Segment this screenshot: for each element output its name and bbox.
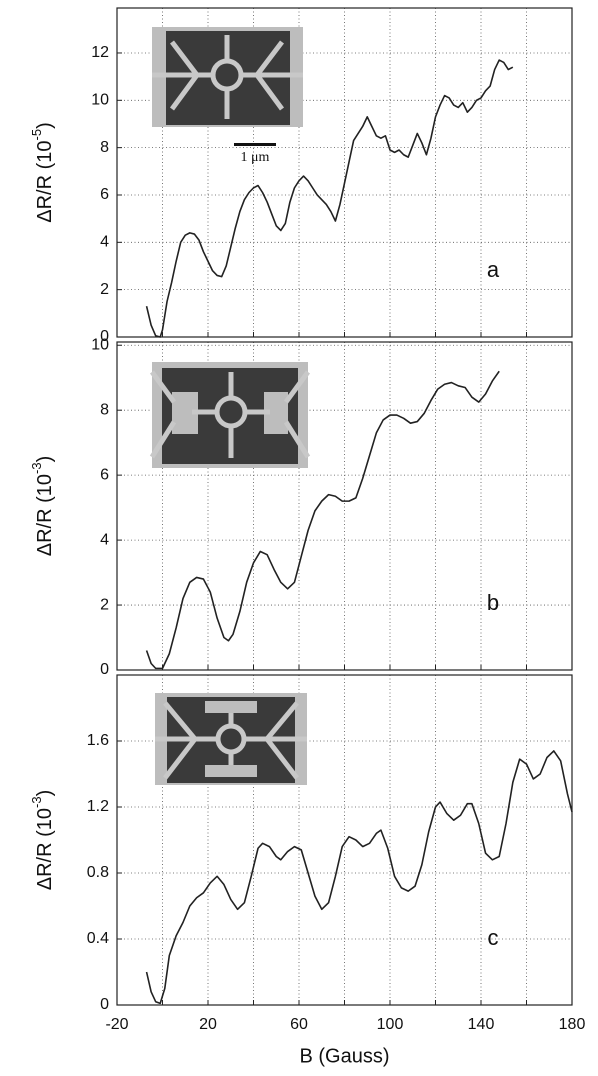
data-line bbox=[145, 750, 573, 1005]
panel-label: c bbox=[488, 925, 499, 950]
panel: 0 0.4 0.8 1.2 1.6 -20 20 60 100 140 180 c ΔR/R (10-3… bbox=[29, 674, 586, 1067]
insets bbox=[149, 27, 311, 785]
y-tick-label: 0.8 bbox=[87, 864, 109, 881]
x-axis-label: B (Gauss) bbox=[299, 1045, 389, 1067]
data-line bbox=[145, 370, 500, 670]
y-tick-label: 0 bbox=[100, 661, 109, 678]
y-tick-label: 4 bbox=[100, 234, 109, 251]
plot-frame bbox=[116, 7, 573, 338]
x-tick-label: 180 bbox=[559, 1016, 586, 1033]
inset-a bbox=[152, 27, 303, 127]
y-tick-label: 8 bbox=[100, 139, 109, 156]
y-tick-label: 12 bbox=[91, 44, 109, 61]
x-tick-label: -20 bbox=[105, 1016, 128, 1033]
y-label-exponent: -5 bbox=[29, 129, 44, 141]
x-tick-label: 60 bbox=[290, 1016, 308, 1033]
x-tick-label: 20 bbox=[199, 1016, 217, 1033]
y-axis-label: ΔR/R (10-3) bbox=[29, 790, 56, 891]
plot-frame bbox=[116, 674, 573, 1006]
panel: 0 2 4 6 8 10 12 a ΔR/R (10-5) bbox=[29, 7, 573, 345]
y-axis-label: ΔR/R (10-3) bbox=[29, 456, 56, 557]
x-tick-label: 140 bbox=[468, 1016, 495, 1033]
plot-frame bbox=[116, 341, 573, 671]
y-label-base: ΔR/R (10 bbox=[34, 808, 56, 890]
y-tick-label: 0 bbox=[100, 996, 109, 1013]
y-axis-label: ΔR/R (10-5) bbox=[29, 122, 56, 223]
y-tick-label: 0 bbox=[100, 328, 109, 345]
y-label-exponent: -3 bbox=[29, 796, 44, 808]
y-tick-label: 10 bbox=[91, 92, 109, 109]
y-tick-label: 4 bbox=[100, 531, 109, 548]
y-label-close: ) bbox=[34, 790, 56, 797]
scale-bar bbox=[234, 143, 276, 146]
y-tick-label: 2 bbox=[100, 281, 109, 298]
inset-scale-label: 1 μm bbox=[241, 150, 270, 165]
y-label-exponent: -3 bbox=[29, 462, 44, 474]
y-label-close: ) bbox=[34, 122, 56, 129]
panel-label: b bbox=[487, 590, 499, 615]
y-tick-label: 10 bbox=[91, 336, 109, 353]
x-tick-label: 100 bbox=[377, 1016, 404, 1033]
inset-c bbox=[155, 693, 307, 785]
y-label-base: ΔR/R (10 bbox=[34, 474, 56, 556]
panel: 0 2 4 6 8 10 b ΔR/R (10-3) bbox=[29, 336, 573, 678]
y-tick-label: 2 bbox=[100, 596, 109, 613]
panel-label: a bbox=[487, 257, 500, 282]
y-tick-label: 1.6 bbox=[87, 732, 109, 749]
data-line bbox=[145, 59, 514, 338]
y-label-base: ΔR/R (10 bbox=[34, 140, 56, 222]
y-tick-label: 6 bbox=[100, 186, 109, 203]
y-tick-label: 6 bbox=[100, 466, 109, 483]
inset-b bbox=[149, 362, 311, 468]
y-tick-label: 1.2 bbox=[87, 798, 109, 815]
y-label-close: ) bbox=[34, 456, 56, 463]
y-tick-label: 0.4 bbox=[87, 930, 109, 947]
y-tick-label: 8 bbox=[100, 401, 109, 418]
